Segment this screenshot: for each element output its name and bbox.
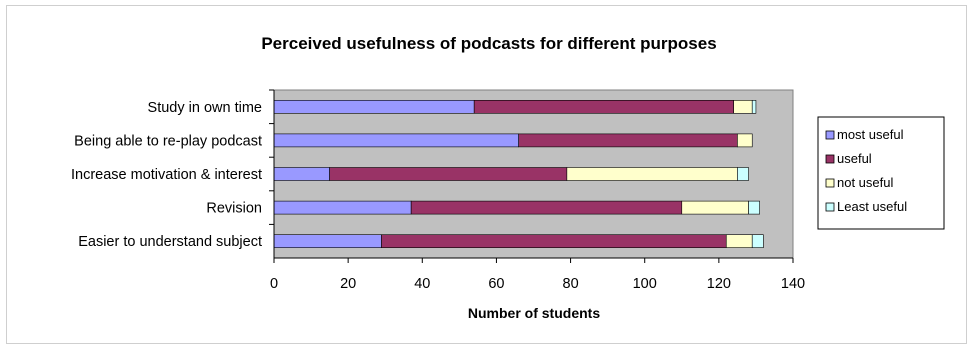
x-tick-label-100: 100 bbox=[633, 276, 657, 292]
category-label-3: Increase motivation & interest bbox=[71, 167, 262, 183]
x-tick-label-0: 0 bbox=[270, 276, 278, 292]
x-tick-label-80: 80 bbox=[563, 276, 579, 292]
bar-least-useful-1 bbox=[751, 100, 757, 114]
legend-swatch-1 bbox=[825, 130, 835, 140]
category-label-5: Easier to understand subject bbox=[78, 234, 262, 250]
bar-least-useful-4 bbox=[748, 200, 760, 215]
bar-not-useful-5 bbox=[725, 234, 753, 248]
bar-not-useful-4 bbox=[681, 200, 749, 215]
bar-not-useful-3 bbox=[566, 167, 738, 181]
bar-most-useful-1 bbox=[273, 100, 475, 114]
bar-useful-4 bbox=[410, 200, 683, 215]
category-label-1: Study in own time bbox=[148, 100, 262, 116]
legend-swatch-2 bbox=[825, 154, 835, 164]
x-tick-label-120: 120 bbox=[707, 276, 731, 292]
x-tick-label-20: 20 bbox=[340, 276, 356, 292]
bar-useful-1 bbox=[473, 100, 734, 114]
bar-least-useful-5 bbox=[751, 234, 764, 248]
x-axis-label: Number of students bbox=[468, 305, 600, 321]
category-label-4: Revision bbox=[206, 201, 262, 217]
bar-useful-5 bbox=[381, 234, 727, 248]
x-tick-label-60: 60 bbox=[488, 276, 504, 292]
bar-not-useful-1 bbox=[733, 100, 753, 114]
bar-most-useful-5 bbox=[273, 234, 382, 248]
legend-swatch-3 bbox=[825, 178, 835, 188]
legend-label-1: most useful bbox=[837, 127, 904, 142]
legend-label-2: useful bbox=[837, 151, 872, 166]
bar-not-useful-2 bbox=[737, 133, 753, 148]
x-tick-label-40: 40 bbox=[414, 276, 430, 292]
bar-least-useful-3 bbox=[737, 167, 749, 181]
chart-title: Perceived usefulness of podcasts for dif… bbox=[261, 34, 716, 53]
legend-swatch-4 bbox=[825, 202, 835, 212]
x-tick-label-140: 140 bbox=[781, 276, 805, 292]
bar-most-useful-2 bbox=[273, 133, 519, 148]
bar-useful-2 bbox=[518, 133, 738, 148]
bar-most-useful-3 bbox=[273, 167, 330, 181]
legend: most useful useful not useful Least useful bbox=[817, 116, 945, 230]
category-label-2: Being able to re-play podcast bbox=[74, 133, 262, 149]
bar-useful-3 bbox=[329, 167, 568, 181]
bar-most-useful-4 bbox=[273, 200, 412, 215]
plot-area: Study in own time Being able to re-play p… bbox=[71, 89, 805, 292]
legend-label-3: not useful bbox=[837, 175, 893, 190]
legend-label-4: Least useful bbox=[837, 199, 907, 214]
legend-box bbox=[817, 116, 945, 230]
